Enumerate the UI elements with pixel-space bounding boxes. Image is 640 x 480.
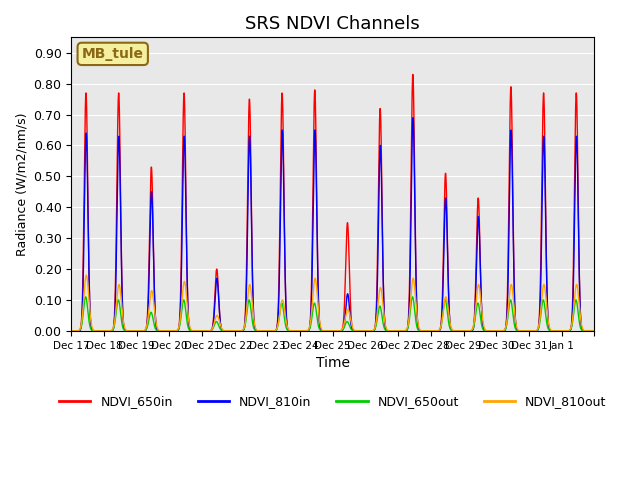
- Line: NDVI_810out: NDVI_810out: [71, 275, 595, 331]
- Line: NDVI_650in: NDVI_650in: [71, 74, 595, 331]
- Line: NDVI_810in: NDVI_810in: [71, 118, 595, 331]
- NDVI_810out: [86, 305, 93, 311]
- NDVI_810in: [67, 328, 75, 334]
- NDVI_810in: [314, 231, 321, 237]
- Text: MB_tule: MB_tule: [82, 47, 144, 61]
- Legend: NDVI_650in, NDVI_810in, NDVI_650out, NDVI_810out: NDVI_650in, NDVI_810in, NDVI_650out, NDV…: [54, 390, 611, 413]
- NDVI_810in: [268, 328, 276, 334]
- NDVI_810in: [387, 328, 394, 334]
- Line: NDVI_650out: NDVI_650out: [71, 297, 595, 331]
- NDVI_810in: [409, 115, 417, 120]
- NDVI_810in: [467, 328, 474, 334]
- NDVI_650in: [268, 328, 276, 334]
- NDVI_810out: [467, 328, 474, 334]
- NDVI_810out: [67, 328, 75, 334]
- NDVI_810in: [372, 318, 380, 324]
- NDVI_650out: [82, 294, 90, 300]
- NDVI_650in: [86, 292, 93, 298]
- NDVI_650out: [467, 328, 474, 334]
- NDVI_650in: [67, 328, 75, 334]
- NDVI_650in: [591, 328, 598, 334]
- NDVI_650in: [372, 313, 380, 319]
- NDVI_650out: [387, 328, 394, 334]
- NDVI_810in: [591, 328, 598, 334]
- X-axis label: Time: Time: [316, 356, 350, 370]
- NDVI_650out: [86, 322, 93, 327]
- NDVI_810out: [372, 319, 380, 325]
- NDVI_810out: [591, 328, 598, 334]
- NDVI_650out: [591, 328, 598, 334]
- NDVI_810out: [387, 328, 394, 334]
- NDVI_650out: [314, 316, 321, 322]
- NDVI_810out: [314, 292, 321, 298]
- NDVI_650in: [409, 72, 417, 77]
- NDVI_810out: [83, 272, 90, 278]
- Title: SRS NDVI Channels: SRS NDVI Channels: [245, 15, 420, 33]
- NDVI_650out: [372, 323, 380, 328]
- NDVI_650in: [387, 328, 394, 334]
- NDVI_810in: [86, 292, 93, 298]
- Y-axis label: Radiance (W/m2/nm/s): Radiance (W/m2/nm/s): [15, 112, 28, 256]
- NDVI_650in: [314, 225, 321, 230]
- NDVI_650out: [67, 328, 75, 334]
- NDVI_650out: [269, 328, 276, 334]
- NDVI_810out: [269, 328, 276, 334]
- NDVI_650in: [467, 328, 474, 334]
